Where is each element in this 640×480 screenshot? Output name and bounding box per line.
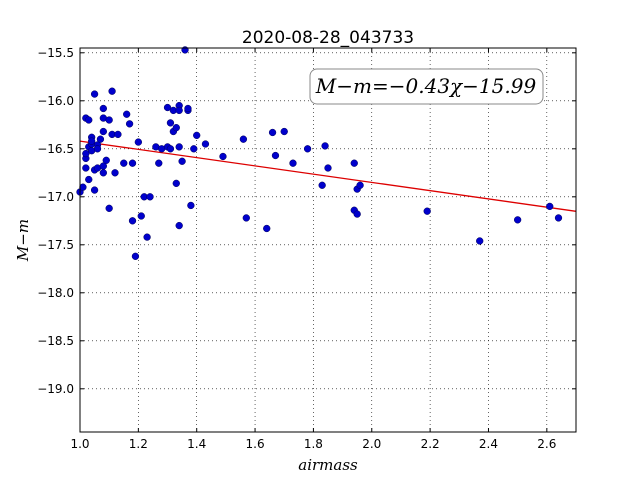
x-axis-label: airmass: [298, 456, 358, 474]
data-point: [123, 110, 131, 118]
grid-lines: [80, 48, 576, 432]
data-point: [271, 151, 280, 160]
x-tick-label: 1.6: [246, 437, 265, 451]
data-point: [350, 159, 358, 167]
data-point: [108, 87, 116, 95]
data-point: [190, 145, 198, 153]
data-point: [289, 159, 297, 167]
data-point: [88, 137, 96, 145]
data-point: [114, 130, 122, 139]
x-tick-label: 2.4: [479, 437, 498, 451]
x-tick-label: 2.6: [537, 437, 556, 451]
data-point: [172, 124, 180, 132]
data-point: [102, 156, 110, 164]
data-point: [163, 103, 172, 112]
y-tick-label: −15.5: [37, 46, 74, 60]
data-point: [193, 131, 201, 140]
y-tick-label: −17.0: [37, 190, 74, 204]
data-point: [128, 159, 137, 167]
data-point: [99, 104, 107, 113]
data-point: [105, 204, 113, 212]
data-point: [155, 159, 163, 167]
x-tick-label: 1.8: [304, 437, 323, 451]
y-tick-label: −18.0: [37, 286, 74, 300]
data-points: [76, 46, 563, 260]
data-point: [187, 201, 195, 210]
data-point: [219, 152, 227, 161]
x-tick-label: 1.0: [70, 437, 89, 451]
data-point: [546, 202, 554, 211]
data-point: [172, 179, 180, 188]
axis-ticks: 1.0 1.2 1.4 1.6 1.8 2.0 2.2 2.4 2.6 −15.5 −16.0 −16…: [37, 46, 576, 451]
data-point: [90, 186, 99, 194]
data-point: [90, 90, 99, 98]
data-point: [82, 164, 90, 172]
data-point: [178, 157, 186, 165]
plot-area: [80, 48, 576, 432]
data-point: [134, 138, 143, 146]
data-point: [93, 145, 102, 153]
plot-frame: [79, 47, 577, 433]
x-tick-label: 1.2: [129, 437, 148, 451]
fit-line: [79, 140, 577, 212]
annotation-text: M−m=−0.43χ−15.99: [315, 74, 537, 98]
data-point: [143, 233, 151, 241]
data-point: [423, 207, 431, 215]
data-point: [105, 116, 113, 124]
data-point: [184, 104, 192, 113]
data-point: [82, 149, 90, 158]
data-point: [175, 106, 183, 115]
fit-line-group: [79, 140, 577, 212]
x-tick-label: 2.0: [362, 437, 381, 451]
data-point: [111, 169, 119, 177]
data-point: [96, 135, 105, 143]
data-point: [268, 128, 277, 137]
y-tick-label: −19.0: [37, 382, 74, 396]
data-point: [125, 120, 134, 128]
data-point: [201, 140, 210, 148]
data-point: [166, 145, 175, 153]
y-axis-label: M−m: [14, 219, 32, 262]
fit-annotation: M−m=−0.43χ−15.99: [309, 68, 544, 105]
data-point: [513, 216, 522, 224]
data-point: [239, 135, 248, 143]
data-point: [146, 193, 154, 201]
data-point: [131, 252, 140, 260]
y-tick-label: −17.5: [37, 238, 74, 252]
data-point: [175, 221, 183, 230]
data-point: [99, 169, 107, 177]
data-point: [554, 214, 563, 222]
y-tick-label: −16.0: [37, 94, 74, 108]
data-point: [128, 217, 137, 225]
y-tick-label: −16.5: [37, 142, 74, 156]
data-point: [99, 127, 107, 136]
data-point: [120, 159, 128, 167]
x-tick-label: 2.2: [421, 437, 440, 451]
data-point: [353, 210, 361, 218]
y-tick-label: −18.5: [37, 334, 74, 348]
data-point: [476, 237, 484, 245]
data-point: [356, 181, 364, 189]
data-point: [280, 127, 288, 136]
data-point: [321, 142, 329, 150]
data-point: [85, 175, 93, 184]
data-point: [166, 119, 175, 127]
x-tick-label: 1.4: [187, 437, 206, 451]
data-point: [137, 212, 145, 220]
data-point: [242, 214, 250, 222]
data-point: [79, 183, 87, 191]
annotation-box: [309, 68, 544, 105]
data-point: [175, 143, 183, 151]
data-point: [263, 224, 271, 233]
data-point: [318, 181, 326, 189]
chart-title: 2020-08-28_043733: [242, 28, 414, 48]
data-point: [85, 116, 93, 124]
data-point: [324, 164, 332, 172]
data-point: [303, 145, 312, 153]
